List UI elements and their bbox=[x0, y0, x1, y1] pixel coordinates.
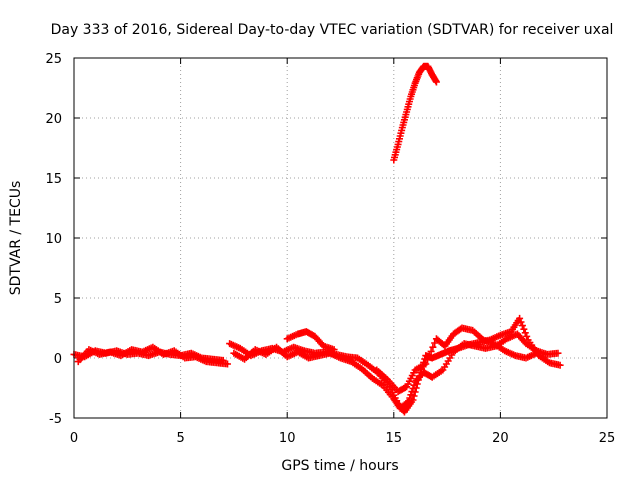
series-sat-b bbox=[74, 343, 232, 368]
data-point bbox=[425, 352, 433, 360]
x-tick-label: 10 bbox=[279, 431, 296, 446]
data-point bbox=[429, 343, 437, 351]
y-axis-label: SDTVAR / TECUs bbox=[8, 181, 24, 296]
x-tick-label: 15 bbox=[386, 431, 403, 446]
x-tick-label: 5 bbox=[176, 431, 184, 446]
x-tick-label: 20 bbox=[492, 431, 509, 446]
data-point bbox=[520, 325, 528, 333]
y-tick-label: -5 bbox=[49, 412, 62, 427]
data-point bbox=[422, 360, 430, 368]
y-tick-label: 10 bbox=[45, 232, 62, 247]
y-tick-label: 5 bbox=[54, 292, 62, 307]
y-tick-label: 20 bbox=[45, 112, 62, 127]
x-tick-label: 25 bbox=[599, 431, 616, 446]
data-point bbox=[405, 397, 413, 405]
plot-frame bbox=[73, 57, 608, 419]
y-tick-label: 0 bbox=[54, 352, 62, 367]
x-tick-label: 0 bbox=[70, 431, 78, 446]
data-layer bbox=[70, 62, 564, 416]
data-point bbox=[407, 391, 415, 399]
data-point bbox=[427, 347, 435, 355]
tick-layer: 0 5 10 15 20 25 -5 0 5 10 15 20 25 bbox=[45, 52, 615, 446]
chart-title: Day 333 of 2016, Sidereal Day-to-day VTE… bbox=[51, 22, 614, 38]
data-point bbox=[410, 392, 418, 400]
data-point bbox=[521, 329, 529, 337]
data-point bbox=[224, 360, 232, 368]
data-point bbox=[556, 361, 564, 369]
data-point bbox=[523, 332, 531, 340]
data-point bbox=[401, 384, 409, 392]
x-axis-label: GPS time / hours bbox=[281, 458, 398, 474]
data-point bbox=[406, 394, 414, 402]
series-sat-f bbox=[373, 324, 541, 396]
data-point bbox=[517, 318, 525, 326]
data-point bbox=[516, 314, 524, 322]
data-point bbox=[518, 322, 526, 330]
data-point bbox=[408, 388, 416, 396]
data-point bbox=[409, 384, 417, 392]
data-point bbox=[424, 356, 432, 364]
y-tick-label: 15 bbox=[45, 172, 62, 187]
data-point bbox=[554, 349, 562, 357]
y-tick-label: 25 bbox=[45, 52, 62, 67]
series-sat-e bbox=[283, 328, 338, 354]
data-point bbox=[432, 78, 440, 86]
data-point bbox=[533, 349, 541, 357]
data-point bbox=[410, 381, 418, 389]
data-point bbox=[330, 346, 338, 354]
data-point bbox=[403, 398, 411, 406]
series-sat-g bbox=[390, 62, 440, 164]
